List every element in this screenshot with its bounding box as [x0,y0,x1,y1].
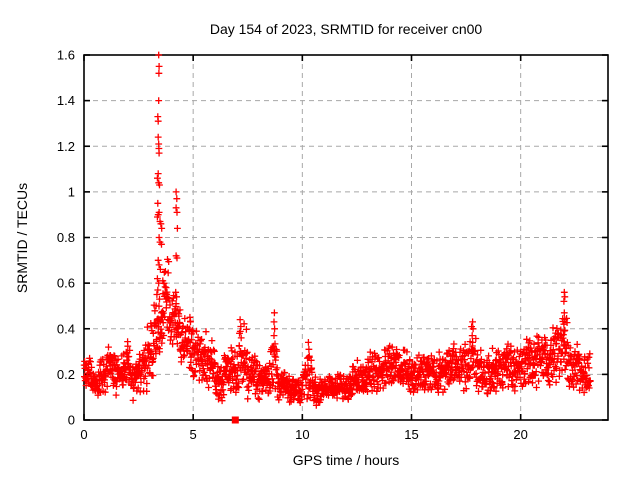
flag-square-marker [231,416,239,424]
x-tick-label: 0 [80,427,87,442]
y-tick-label: 1.4 [57,93,75,108]
x-tick-labels: 0 5 10 15 20 [80,427,528,442]
y-tick-labels: 0 0.2 0.4 0.6 0.8 1 1.2 1.4 1.6 [57,48,75,428]
chart-title: Day 154 of 2023, SRMTID for receiver cn0… [209,21,483,37]
grid-lines [84,55,608,420]
x-axis-label: GPS time / hours [292,452,400,468]
x-tick-label: 5 [190,427,197,442]
x-tick-label: 15 [404,427,418,442]
srmtid-scatter-points [80,51,594,409]
y-tick-label: 0 [68,413,75,428]
x-tick-label: 20 [513,427,527,442]
x-tick-label: 10 [295,427,309,442]
y-tick-label: 1 [68,184,75,199]
y-tick-label: 0.4 [57,321,75,336]
y-tick-label: 0.2 [57,367,75,382]
y-tick-label: 0.6 [57,276,75,291]
y-tick-label: 1.2 [57,139,75,154]
y-tick-label: 1.6 [57,48,75,63]
y-tick-label: 0.8 [57,230,75,245]
